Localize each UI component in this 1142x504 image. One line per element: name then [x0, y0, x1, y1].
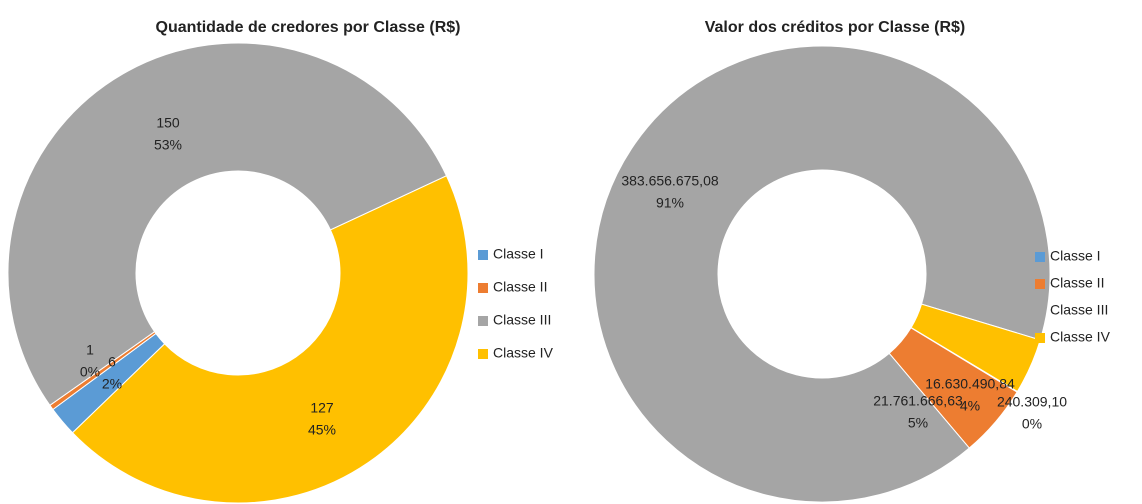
legend-label: Classe III: [1050, 302, 1108, 318]
data-label: 240.309,10: [997, 394, 1067, 410]
donut-slice: [593, 45, 1051, 503]
legend-label: Classe I: [1050, 248, 1101, 264]
legend-swatch: [478, 316, 488, 326]
legend-swatch: [478, 349, 488, 359]
data-label: 127: [310, 400, 334, 416]
percent-label: 0%: [80, 364, 100, 380]
percent-label: 53%: [154, 137, 182, 153]
legend-label: Classe II: [493, 279, 547, 295]
legend-label: Classe I: [493, 246, 544, 262]
percent-label: 4%: [960, 398, 980, 414]
data-label: 21.761.666,63: [873, 393, 963, 409]
legend-label: Classe IV: [493, 345, 554, 361]
legend-swatch: [1035, 306, 1045, 316]
legend-swatch: [1035, 252, 1045, 262]
data-label: 383.656.675,08: [621, 173, 719, 189]
percent-label: 5%: [908, 415, 928, 431]
legend-swatch: [1035, 333, 1045, 343]
donut-slice: [910, 303, 1041, 393]
donut-slice: [7, 42, 448, 407]
donut-slice: [71, 175, 469, 504]
data-label: 16.630.490,84: [925, 376, 1015, 392]
percent-label: 2%: [102, 376, 122, 392]
legend-swatch: [478, 283, 488, 293]
percent-label: 91%: [656, 195, 684, 211]
chart-title: Quantidade de credores por Classe (R$): [156, 19, 461, 36]
data-label: 6: [108, 354, 116, 370]
data-label: 150: [156, 115, 180, 131]
legend-swatch: [1035, 279, 1045, 289]
percent-label: 0%: [1022, 416, 1042, 432]
legend-label: Classe III: [493, 312, 551, 328]
legend-label: Classe IV: [1050, 329, 1111, 345]
legend-swatch: [478, 250, 488, 260]
percent-label: 45%: [308, 422, 336, 438]
data-label: 1: [86, 342, 94, 358]
chart-title: Valor dos créditos por Classe (R$): [705, 19, 966, 36]
legend-label: Classe II: [1050, 275, 1104, 291]
